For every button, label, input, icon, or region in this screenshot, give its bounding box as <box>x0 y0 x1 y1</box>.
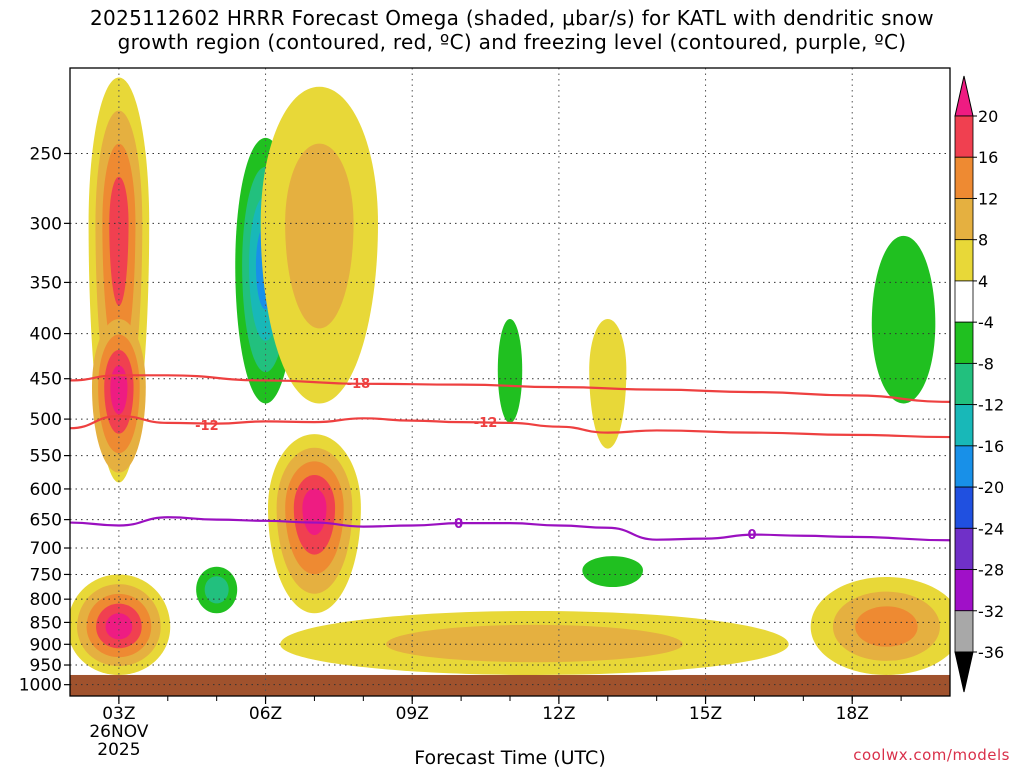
omega-region-ascent-boundary-layer <box>280 610 789 675</box>
x-tick-label: 12Z <box>542 704 575 724</box>
omega-region-ascent-07z-low <box>268 434 361 614</box>
colorbar-label: 12 <box>978 189 998 208</box>
omega-band <box>497 318 523 423</box>
y-tick-label: 350 <box>30 273 62 293</box>
contour-label: -12 <box>195 419 219 434</box>
chart-title: 2025112602 HRRR Forecast Omega (shaded, … <box>0 6 1024 54</box>
colorbar-label: -8 <box>978 354 994 373</box>
y-tick-label: 250 <box>30 144 62 164</box>
omega-band <box>204 576 229 604</box>
grid-lines <box>70 68 950 696</box>
y-tick-label: 650 <box>30 511 62 531</box>
temperature-contours <box>70 374 950 542</box>
y-tick-label: 900 <box>30 635 62 655</box>
omega-band <box>109 176 129 306</box>
colorbar-swatch <box>954 527 974 570</box>
contour-label: 0 <box>454 517 463 532</box>
colorbar-swatch <box>954 156 974 199</box>
colorbar-label: 8 <box>978 231 988 250</box>
y-tick-label: 750 <box>30 565 62 585</box>
y-tick-label: 1000 <box>19 676 62 696</box>
contour-label: -12 <box>474 416 498 431</box>
colorbar-label: 20 <box>978 107 998 126</box>
colorbar-swatch <box>954 445 974 488</box>
axes: 2503003504004505005506006507007508008509… <box>19 144 902 760</box>
y-tick-label: 850 <box>30 613 62 633</box>
credit-link[interactable]: coolwx.com/models <box>853 746 1010 764</box>
y-tick-label: 700 <box>30 539 62 559</box>
omega-band <box>871 235 936 404</box>
y-tick-label: 950 <box>30 656 62 676</box>
omega-band <box>855 606 918 647</box>
colorbar-swatch <box>954 280 974 323</box>
colorbar-swatch <box>954 610 974 653</box>
omega-band <box>582 556 643 588</box>
y-tick-label: 300 <box>30 214 62 234</box>
colorbar-swatch <box>954 362 974 406</box>
chart-title-line1: 2025112602 HRRR Forecast Omega (shaded, … <box>90 6 934 30</box>
x-tick-label: 06Z <box>249 704 282 724</box>
ground-surface <box>70 674 950 696</box>
x-tick-label: 03Z <box>102 704 135 724</box>
y-tick-label: 400 <box>30 325 62 345</box>
omega-band <box>589 318 627 449</box>
omega-region-descent-05z-low <box>196 566 238 614</box>
colorbar-label: 4 <box>978 272 988 291</box>
colorbar-label: -36 <box>978 643 1004 662</box>
colorbar-swatch <box>954 404 974 447</box>
contour-dendritic-top <box>70 374 950 403</box>
omega-region-ascent-13z <box>589 318 627 449</box>
y-tick-label: 550 <box>30 447 62 467</box>
omega-band <box>110 365 128 415</box>
omega-region-lowlevel-max-03z <box>70 574 171 675</box>
omega-band <box>386 624 683 663</box>
chart-title-line2: growth region (contoured, red, ºC) and f… <box>117 30 907 54</box>
x-tick-sublabel: 26NOV <box>89 722 148 742</box>
colorbar-swatch <box>954 239 974 282</box>
colorbar-swatch <box>954 486 974 529</box>
omega-shading <box>70 77 950 675</box>
y-tick-label: 450 <box>30 370 62 390</box>
contour-labels: -18 -12 -12 0 0 <box>195 377 756 543</box>
contour-dendritic-bottom <box>70 414 950 439</box>
colorbar-label: -16 <box>978 437 1004 456</box>
x-tick-label: 15Z <box>689 704 722 724</box>
colorbar-top-arrow <box>954 75 974 117</box>
colorbar-label: -24 <box>978 519 1004 538</box>
colorbar-swatch <box>954 569 974 612</box>
omega-region-ascent-18z-low <box>810 576 950 675</box>
colorbar-label: -32 <box>978 602 1004 621</box>
colorbar-swatch <box>954 115 974 158</box>
x-tick-label: 09Z <box>396 704 429 724</box>
colorbar-label: -28 <box>978 561 1004 580</box>
colorbar: 20 16 12 8 4 -4 -8 -12 -16 -20 -24 -28 -32 -36 <box>954 75 1004 693</box>
colorbar-label: -12 <box>978 396 1004 415</box>
contour-label: -18 <box>347 377 371 392</box>
colorbar-label: -4 <box>978 313 994 332</box>
colorbar-label: -20 <box>978 478 1004 497</box>
x-tick-label: 18Z <box>836 704 869 724</box>
colorbar-bottom-arrow <box>954 651 974 693</box>
y-tick-label: 800 <box>30 590 62 610</box>
omega-band <box>105 613 133 640</box>
x-axis-label: Forecast Time (UTC) <box>414 747 605 768</box>
omega-region-descent-19z <box>871 235 936 404</box>
y-tick-label: 500 <box>30 410 62 430</box>
colorbar-label: 16 <box>978 148 998 167</box>
contour-label: 0 <box>747 528 756 543</box>
omega-region-descent-11z <box>497 318 523 423</box>
colorbar-swatch <box>954 321 974 364</box>
omega-region-midlevel-max-03z <box>92 318 146 473</box>
contour-freezing-level <box>70 516 950 542</box>
omega-region-descent-13z-low <box>582 556 643 588</box>
colorbar-swatch <box>954 198 974 241</box>
y-tick-label: 600 <box>30 480 62 500</box>
x-tick-sublabel: 2025 <box>97 740 140 760</box>
